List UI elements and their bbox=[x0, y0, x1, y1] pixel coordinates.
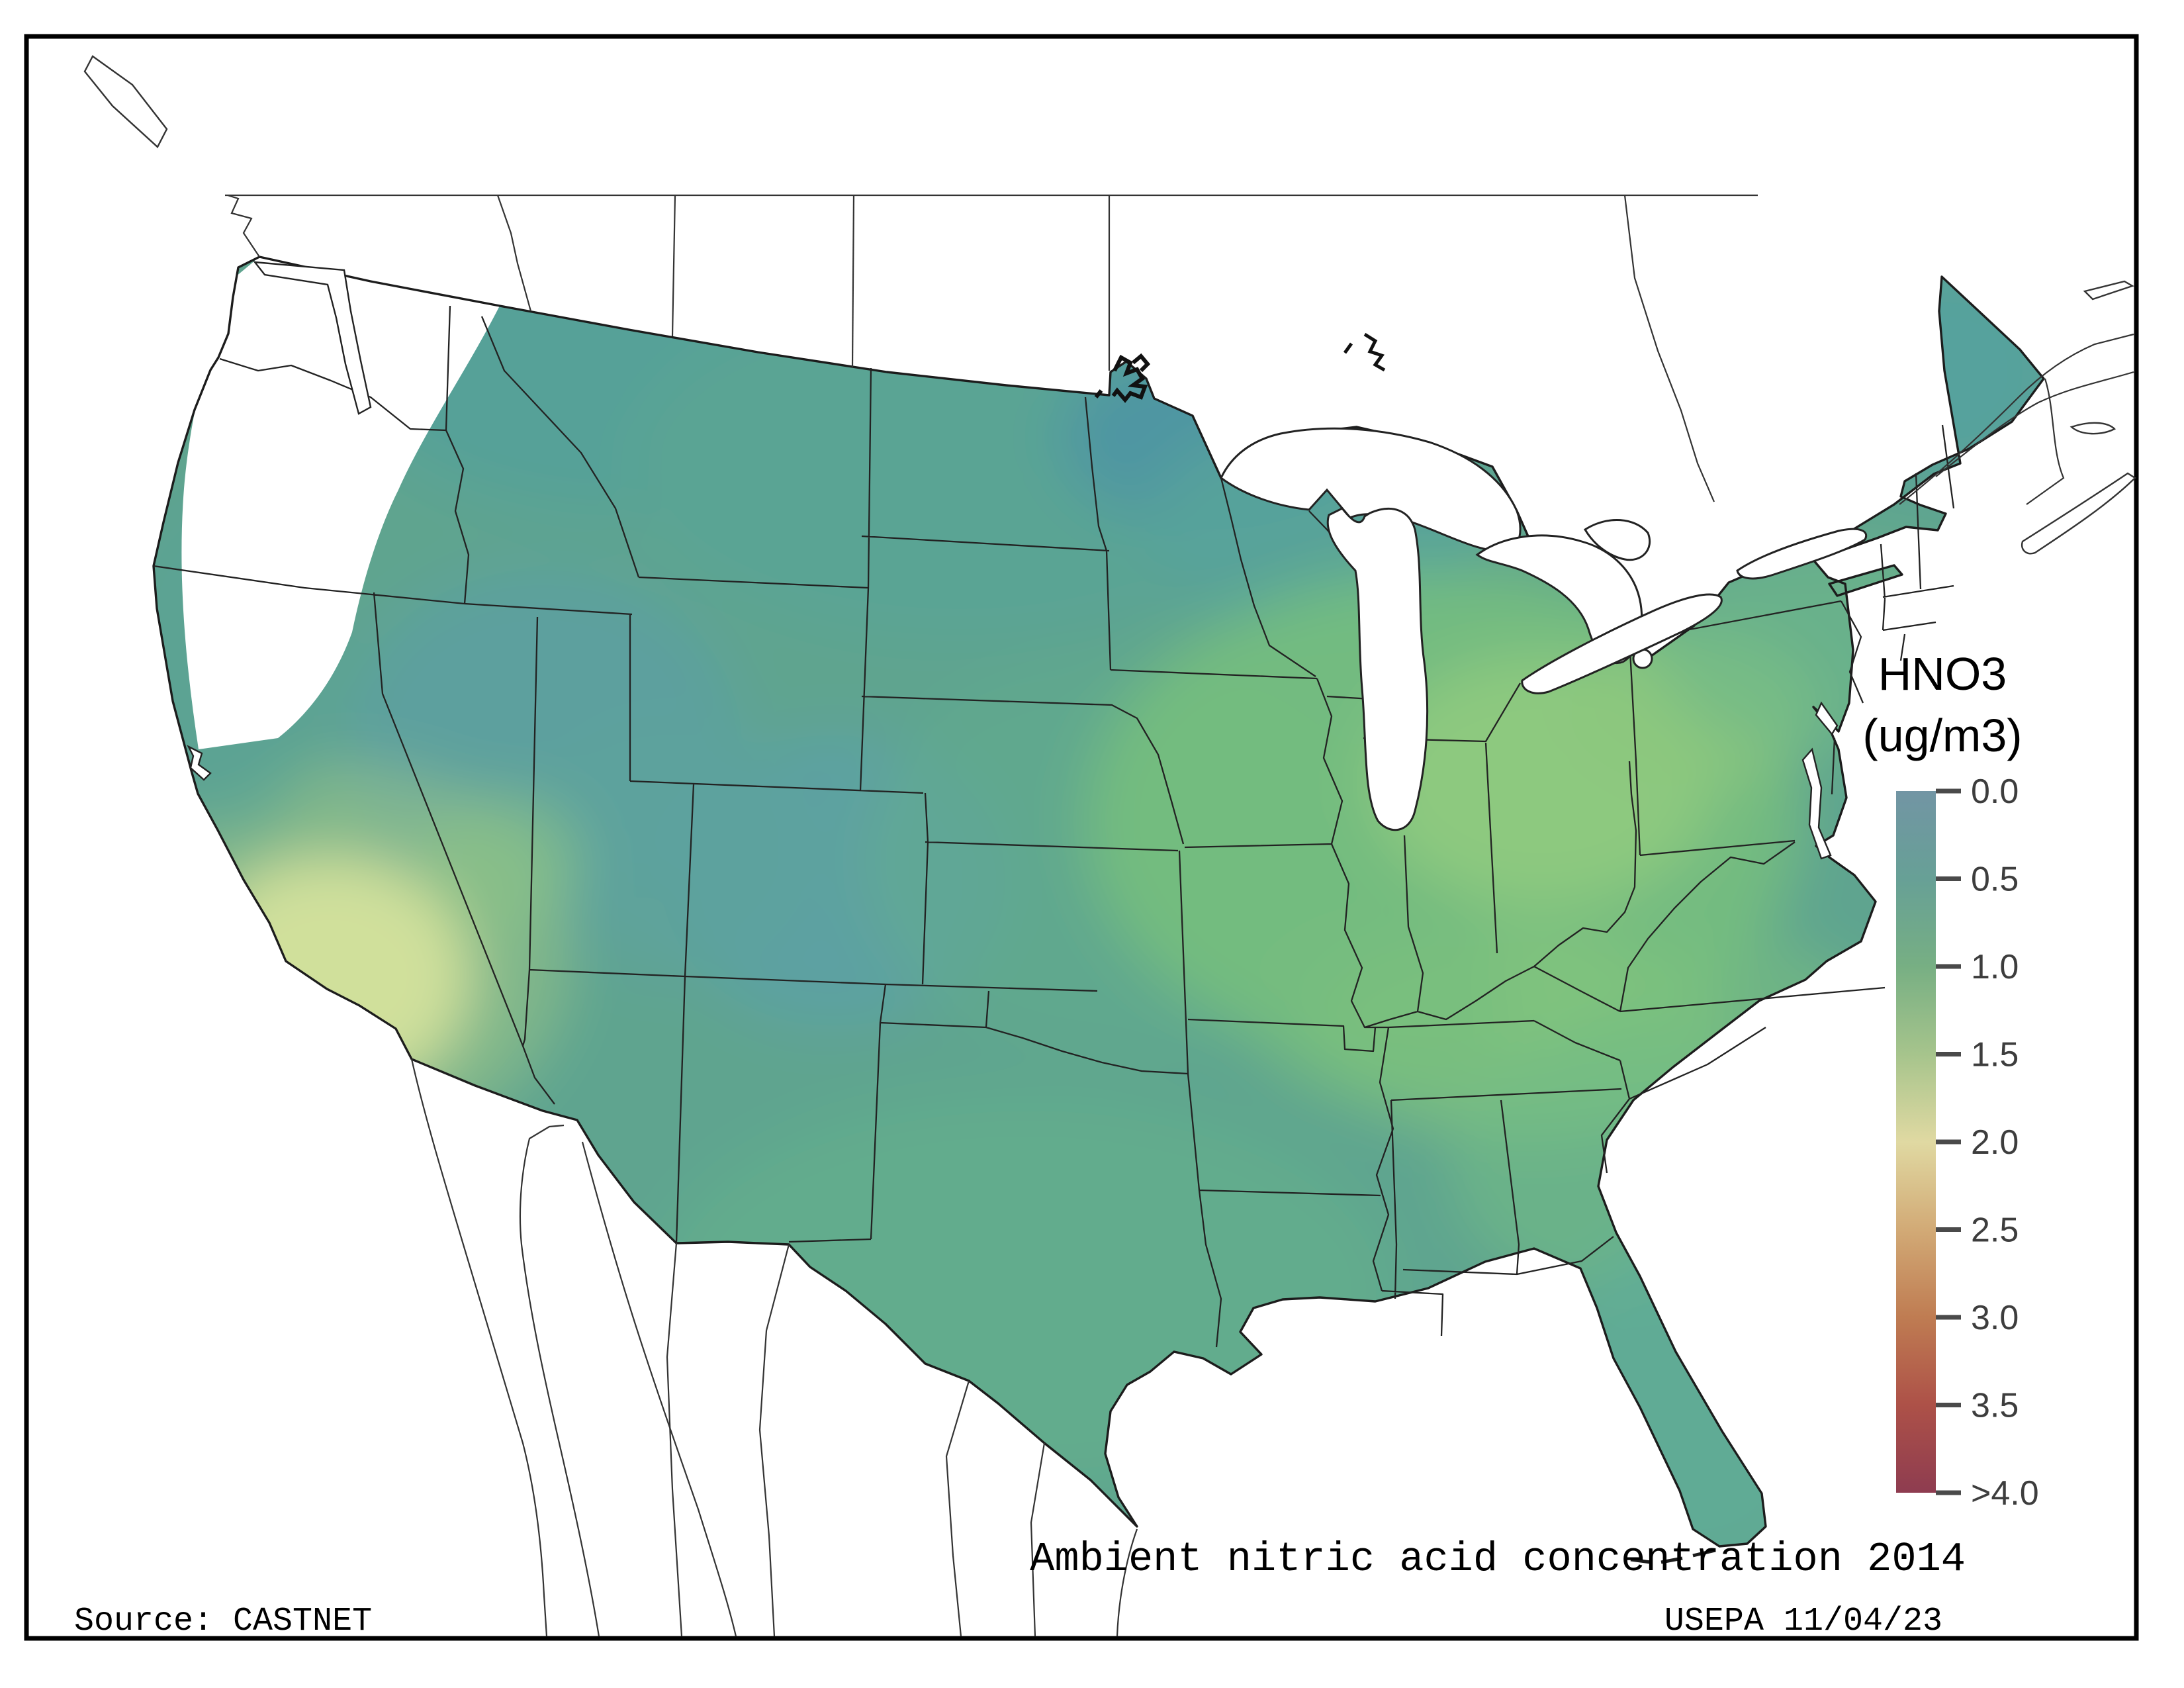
baja-east-coast bbox=[519, 1124, 600, 1637]
baja-west-coast bbox=[410, 1058, 548, 1637]
mexico-state-line-3 bbox=[945, 1380, 970, 1637]
colorbar bbox=[1896, 791, 1936, 1493]
tick-label: 1.0 bbox=[1971, 948, 2019, 986]
mexico-boundaries bbox=[410, 1058, 1138, 1637]
attribution: USEPA 11/04/23 bbox=[1664, 1603, 1942, 1640]
vancouver-island bbox=[83, 55, 168, 148]
lake-of-the-woods bbox=[1094, 353, 1151, 403]
san-francisco-bay bbox=[187, 745, 212, 781]
canada-islands bbox=[83, 55, 2136, 555]
canada-boundaries bbox=[225, 194, 2134, 505]
st-lawrence-south-bank bbox=[1935, 371, 2134, 477]
tick-label: >4.0 bbox=[1971, 1474, 2039, 1513]
legend-title: HNO3 bbox=[1878, 648, 2007, 700]
legend: HNO3 (ug/m3) 0.0 0.5 1.0 1.5 2.0 2.5 3.0… bbox=[1862, 648, 2038, 1513]
colorbar-labels: 0.0 0.5 1.0 1.5 2.0 2.5 3.0 3.5 >4.0 bbox=[1971, 773, 2039, 1513]
source-note: Source: CASTNET bbox=[74, 1603, 372, 1640]
florida-keys bbox=[1630, 1548, 1716, 1564]
mexico-state-line-4 bbox=[1030, 1442, 1046, 1637]
anticosti-island bbox=[2083, 280, 2134, 301]
great-lakes bbox=[1220, 427, 1868, 831]
lake-erie bbox=[1521, 593, 1723, 694]
tick-label: 1.5 bbox=[1971, 1036, 2019, 1074]
new-brunswick-coast bbox=[2026, 378, 2065, 505]
tick-label: 2.5 bbox=[1971, 1211, 2019, 1250]
tick-label: 0.0 bbox=[1971, 773, 2019, 811]
delaware-bay bbox=[1815, 701, 1839, 736]
bc-coastline bbox=[227, 194, 260, 258]
tick-label: 0.5 bbox=[1971, 861, 2019, 899]
mexico-gulf-coast bbox=[1116, 1528, 1138, 1637]
chesapeake-bay bbox=[1801, 747, 1832, 860]
lake-ontario bbox=[1736, 528, 1868, 580]
prince-edward-island bbox=[2070, 422, 2116, 435]
colorbar-ticks bbox=[1936, 788, 1961, 1495]
province-border-on-qc bbox=[1623, 195, 1715, 502]
tick-label: 3.5 bbox=[1971, 1387, 2019, 1425]
mexico-state-line-1 bbox=[666, 1243, 683, 1637]
lake-michigan bbox=[1326, 507, 1429, 831]
no-data-region-washington bbox=[181, 257, 500, 749]
tick-label: 2.0 bbox=[1971, 1123, 2019, 1162]
province-border-sk-mb bbox=[851, 195, 855, 368]
coastal-inlets bbox=[187, 261, 1839, 860]
mexico-pacific-coast bbox=[581, 1141, 737, 1637]
province-border-ab-sk bbox=[671, 195, 676, 337]
province-border-bc-ab bbox=[496, 195, 532, 312]
mexico-state-line-2 bbox=[758, 1244, 790, 1637]
nova-scotia bbox=[2021, 472, 2136, 555]
st-lawrence-north-bank bbox=[1899, 333, 2134, 505]
map-title: Ambient nitric acid concentration 2014 bbox=[1030, 1536, 1966, 1583]
lake-nipigon bbox=[1343, 332, 1386, 372]
tick-label: 3.0 bbox=[1971, 1299, 2019, 1337]
legend-units: (ug/m3) bbox=[1862, 710, 2022, 761]
puget-sound bbox=[253, 261, 372, 415]
georgian-bay bbox=[1583, 518, 1651, 561]
